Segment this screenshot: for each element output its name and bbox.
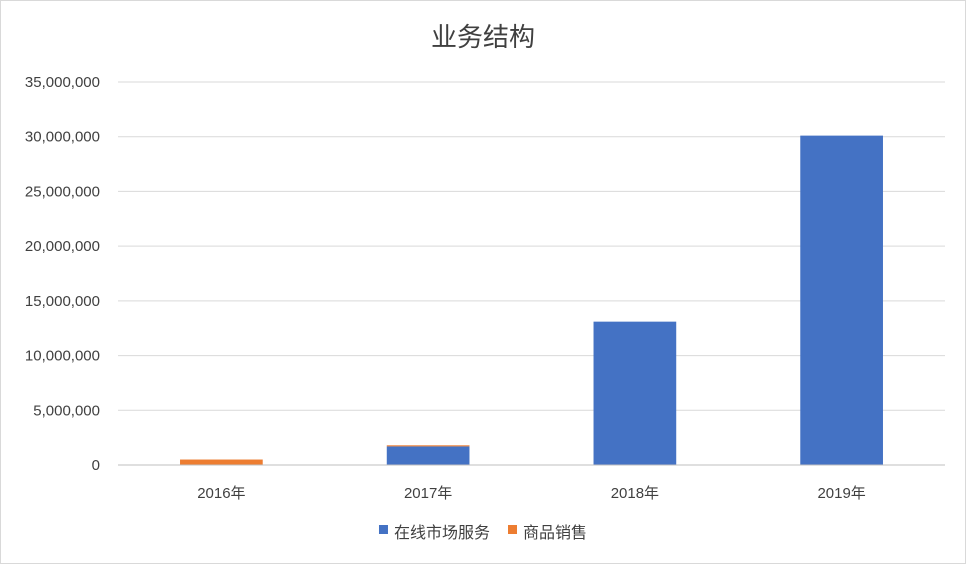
legend-swatch-0: [378, 525, 388, 534]
y-tick-label-4: 20,000,000: [25, 238, 100, 255]
bar-series1-0: [180, 459, 263, 465]
y-tick-label-5: 25,000,000: [25, 183, 100, 200]
x-tick-label-1: 2017年: [404, 485, 452, 502]
y-tick-label-6: 30,000,000: [25, 129, 100, 146]
y-tick-label-1: 5,000,000: [33, 402, 100, 419]
legend: 在线市场服务 商品销售: [378, 523, 587, 542]
legend-label-1: 商品销售: [523, 523, 587, 542]
legend-label-0: 在线市场服务: [394, 523, 490, 542]
x-tick-label-2: 2018年: [611, 485, 659, 502]
x-axis-tick-labels: 2016年 2017年 2018年 2019年: [197, 485, 866, 502]
bar-series0-1: [386, 446, 470, 465]
chart-title: 业务结构: [431, 23, 535, 53]
y-tick-label-7: 35,000,000: [25, 74, 100, 91]
x-tick-label-0: 2016年: [197, 485, 245, 502]
y-tick-label-3: 15,000,000: [25, 293, 100, 310]
bar-series1-1: [386, 445, 470, 447]
y-tick-label-2: 10,000,000: [25, 348, 100, 365]
bar-series0-2: [593, 321, 677, 465]
bar-series0-3: [800, 135, 883, 465]
legend-item-0: 在线市场服务: [378, 523, 490, 542]
legend-swatch-1: [508, 525, 517, 534]
y-axis-tick-labels: 0 5,000,000 10,000,000 15,000,000 20,000,000…: [25, 74, 100, 474]
bars: [180, 135, 883, 465]
legend-item-1: 商品销售: [508, 523, 587, 542]
y-tick-label-0: 0: [92, 457, 100, 474]
x-tick-label-3: 2019年: [817, 485, 865, 502]
